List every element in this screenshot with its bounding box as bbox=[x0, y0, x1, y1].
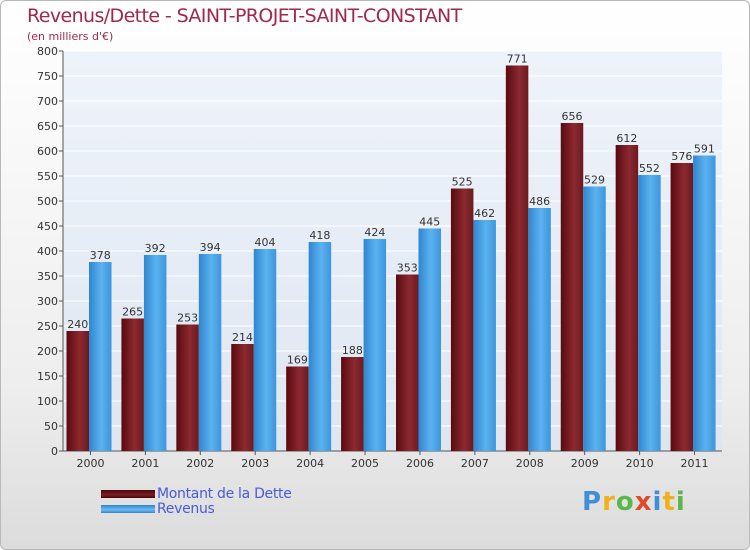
logo-letter: r bbox=[602, 487, 616, 517]
y-tick-label: 650 bbox=[37, 120, 58, 133]
logo-letter: t bbox=[662, 487, 676, 517]
data-label-revenus: 486 bbox=[529, 195, 550, 208]
bar-dette bbox=[231, 344, 254, 451]
data-label-dette: 188 bbox=[342, 344, 363, 357]
x-tick-label: 2010 bbox=[626, 457, 654, 470]
x-tick-label: 2007 bbox=[461, 457, 489, 470]
data-label-revenus: 394 bbox=[200, 241, 221, 254]
y-tick-label: 350 bbox=[37, 270, 58, 283]
bar-dette bbox=[286, 366, 309, 451]
x-tick-label: 2009 bbox=[571, 457, 599, 470]
bar-dette bbox=[560, 123, 584, 451]
proxiti-logo: Proxiti bbox=[582, 487, 686, 517]
data-label-revenus: 424 bbox=[364, 226, 385, 239]
bar-dette bbox=[505, 65, 529, 451]
y-tick-label: 300 bbox=[37, 295, 58, 308]
bar-revenus bbox=[473, 220, 496, 451]
y-tick-label: 400 bbox=[37, 245, 58, 258]
data-label-dette: 214 bbox=[232, 331, 253, 344]
legend-swatch-revenus bbox=[101, 505, 155, 513]
y-tick-label: 150 bbox=[37, 370, 58, 383]
bar-revenus bbox=[253, 249, 277, 451]
legend-label-dette: Montant de la Dette bbox=[157, 486, 292, 502]
logo-letter: i bbox=[675, 487, 686, 517]
bar-revenus bbox=[418, 228, 441, 451]
chart-subtitle: (en milliers d'€) bbox=[27, 30, 114, 43]
data-label-dette: 253 bbox=[177, 312, 198, 325]
bar-dette bbox=[670, 163, 694, 451]
data-label-dette: 576 bbox=[671, 150, 692, 163]
data-label-dette: 353 bbox=[397, 262, 418, 275]
bar-revenus bbox=[528, 208, 551, 451]
logo-letter: o bbox=[615, 487, 635, 517]
data-label-dette: 265 bbox=[122, 306, 143, 319]
bar-revenus bbox=[308, 242, 332, 451]
data-label-dette: 771 bbox=[507, 53, 528, 66]
x-tick-label: 2002 bbox=[186, 457, 214, 470]
bar-dette bbox=[396, 274, 419, 451]
bar-revenus bbox=[583, 186, 606, 451]
data-label-dette: 612 bbox=[616, 132, 637, 145]
data-label-revenus: 392 bbox=[145, 242, 166, 255]
bar-dette bbox=[341, 357, 364, 451]
y-tick-label: 0 bbox=[51, 445, 58, 458]
bar-revenus bbox=[143, 255, 167, 451]
bar-dette bbox=[615, 145, 639, 451]
legend-label-revenus: Revenus bbox=[157, 501, 215, 517]
chart-title: Revenus/Dette - SAINT-PROJET-SAINT-CONST… bbox=[27, 5, 462, 27]
bar-revenus bbox=[363, 239, 387, 451]
y-tick-label: 700 bbox=[37, 95, 58, 108]
y-tick-label: 50 bbox=[44, 420, 58, 433]
y-tick-label: 500 bbox=[37, 195, 58, 208]
x-tick-label: 2001 bbox=[131, 457, 159, 470]
bar-revenus bbox=[693, 155, 716, 451]
y-tick-label: 800 bbox=[37, 45, 58, 58]
x-tick-label: 2011 bbox=[681, 457, 709, 470]
y-tick-label: 550 bbox=[37, 170, 58, 183]
data-label-revenus: 552 bbox=[639, 162, 660, 175]
data-label-revenus: 591 bbox=[694, 143, 715, 156]
y-tick-label: 450 bbox=[37, 220, 58, 233]
bar-dette bbox=[121, 318, 144, 451]
data-label-revenus: 445 bbox=[419, 216, 440, 229]
data-label-revenus: 378 bbox=[90, 249, 111, 262]
x-tick-label: 2006 bbox=[406, 457, 434, 470]
bar-dette bbox=[450, 188, 474, 451]
x-tick-label: 2008 bbox=[516, 457, 544, 470]
x-tick-label: 2003 bbox=[241, 457, 269, 470]
y-tick-label: 250 bbox=[37, 320, 58, 333]
bar-revenus bbox=[89, 262, 112, 451]
y-tick-label: 750 bbox=[37, 70, 58, 83]
data-label-revenus: 462 bbox=[474, 207, 495, 220]
bar-dette bbox=[66, 331, 89, 451]
logo-letter: P bbox=[582, 487, 603, 517]
data-label-revenus: 404 bbox=[255, 236, 276, 249]
data-label-revenus: 418 bbox=[309, 229, 330, 242]
y-tick-label: 600 bbox=[37, 145, 58, 158]
x-tick-label: 2000 bbox=[76, 457, 104, 470]
data-label-dette: 525 bbox=[452, 176, 473, 189]
y-tick-label: 100 bbox=[37, 395, 58, 408]
y-tick-label: 200 bbox=[37, 345, 58, 358]
data-label-dette: 656 bbox=[562, 110, 583, 123]
bar-dette bbox=[176, 324, 199, 451]
legend-swatch-dette bbox=[101, 490, 155, 498]
x-tick-label: 2004 bbox=[296, 457, 324, 470]
logo-letter: i bbox=[652, 487, 663, 517]
logo-letter: x bbox=[634, 487, 653, 517]
data-label-dette: 169 bbox=[287, 354, 308, 367]
data-label-revenus: 529 bbox=[584, 174, 605, 187]
data-label-dette: 240 bbox=[67, 318, 88, 331]
bar-revenus bbox=[198, 254, 222, 451]
bar-revenus bbox=[638, 175, 661, 451]
x-tick-label: 2005 bbox=[351, 457, 379, 470]
